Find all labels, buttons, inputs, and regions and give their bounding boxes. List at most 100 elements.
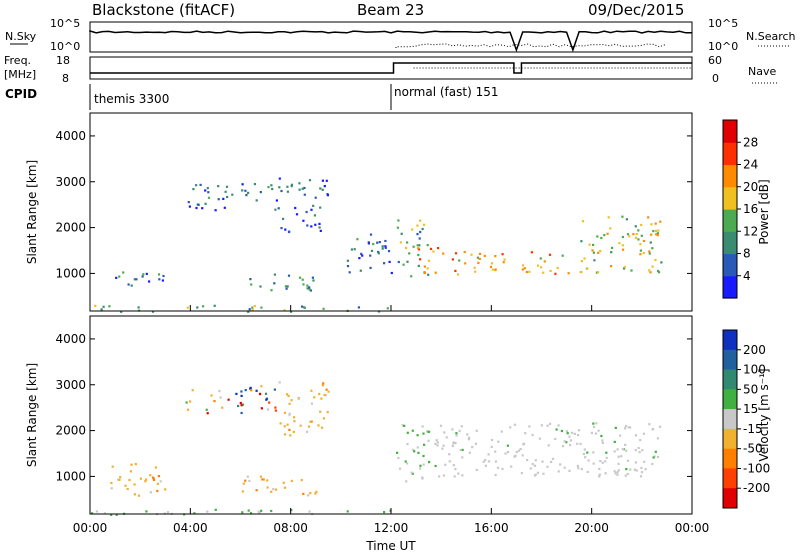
data-cell-5 bbox=[434, 442, 437, 445]
data-cell-3 bbox=[318, 222, 321, 225]
data-cell-5 bbox=[496, 466, 500, 469]
data-cell-0 bbox=[148, 280, 151, 283]
data-cell-5 bbox=[500, 430, 503, 433]
velocity-panel-frame bbox=[89, 315, 693, 515]
data-cell-1 bbox=[213, 400, 216, 403]
data-cell-5 bbox=[652, 456, 655, 459]
data-cell-5 bbox=[490, 438, 494, 442]
data-cell-5 bbox=[454, 468, 457, 471]
data-cell-1 bbox=[195, 184, 198, 187]
data-cell-9 bbox=[120, 310, 123, 313]
nsearch-label: N.Search bbox=[746, 30, 796, 43]
data-cell-0 bbox=[115, 276, 118, 279]
data-cell-6 bbox=[494, 255, 497, 258]
data-cell-5 bbox=[576, 434, 580, 437]
data-cell-3 bbox=[303, 186, 306, 190]
data-cell-5 bbox=[605, 451, 608, 454]
data-cell-0 bbox=[154, 466, 157, 469]
data-cell-3 bbox=[320, 397, 323, 400]
data-cell-1 bbox=[241, 189, 244, 192]
data-cell-5 bbox=[416, 224, 419, 227]
data-cell-7 bbox=[536, 264, 540, 267]
data-cell-5 bbox=[555, 428, 558, 431]
data-cell-7 bbox=[525, 270, 528, 274]
data-cell-2 bbox=[282, 481, 285, 484]
data-cell-4 bbox=[377, 250, 380, 254]
data-cell-0 bbox=[130, 463, 133, 466]
data-cell-5 bbox=[436, 444, 439, 447]
data-cell-1 bbox=[260, 385, 263, 388]
data-cell-3 bbox=[313, 396, 316, 399]
data-cell-8 bbox=[634, 225, 637, 228]
data-cell-6 bbox=[457, 273, 460, 276]
data-cell-8 bbox=[599, 249, 602, 253]
data-cell-5 bbox=[514, 454, 517, 457]
data-cell-5 bbox=[421, 227, 424, 231]
data-cell-9 bbox=[100, 308, 103, 311]
data-cell-8 bbox=[621, 235, 624, 239]
data-cell-6 bbox=[95, 510, 98, 513]
data-cell-4 bbox=[417, 451, 420, 454]
data-cell-8 bbox=[625, 218, 628, 221]
data-cell-0 bbox=[133, 278, 136, 281]
data-cell-6 bbox=[473, 266, 476, 269]
data-cell-6 bbox=[260, 509, 263, 512]
data-cell-5 bbox=[640, 471, 644, 474]
data-cell-9 bbox=[386, 307, 389, 310]
data-cell-4 bbox=[358, 257, 361, 260]
time-x-axis: 00:00 04:00 08:00 12:00 16:00 20:00 00:00 bbox=[73, 305, 709, 535]
data-cell-0 bbox=[137, 494, 141, 497]
data-cell-6 bbox=[501, 253, 504, 256]
data-cell-0 bbox=[130, 284, 133, 287]
data-cell-3 bbox=[282, 217, 285, 220]
colorbar-swatch bbox=[723, 330, 737, 351]
data-cell-3 bbox=[293, 420, 296, 423]
data-cell-5 bbox=[633, 468, 636, 471]
data-cell-1 bbox=[219, 396, 222, 399]
data-cell-3 bbox=[319, 206, 322, 209]
data-cell-9 bbox=[186, 306, 189, 309]
data-cell-2 bbox=[244, 479, 247, 482]
data-cell-4 bbox=[383, 262, 386, 265]
data-cell-4 bbox=[346, 259, 349, 262]
data-cell-6 bbox=[470, 253, 473, 256]
data-cell-0 bbox=[151, 476, 155, 479]
data-cell-0 bbox=[157, 475, 160, 478]
date-title: 09/Dec/2015 bbox=[588, 1, 684, 19]
data-cell-4 bbox=[360, 252, 363, 255]
data-cell-8 bbox=[603, 234, 606, 237]
data-cell-6 bbox=[247, 509, 250, 512]
data-cell-3 bbox=[310, 208, 313, 211]
data-cell-5 bbox=[418, 237, 421, 240]
data-cell-5 bbox=[405, 246, 408, 249]
data-cell-9 bbox=[108, 305, 111, 308]
data-cell-8 bbox=[609, 227, 612, 230]
data-cell-1 bbox=[188, 205, 191, 208]
data-cell-6 bbox=[442, 252, 445, 255]
data-cell-5 bbox=[541, 460, 544, 463]
data-cell-0 bbox=[128, 478, 131, 482]
data-cell-3 bbox=[323, 185, 326, 188]
data-cell-4 bbox=[406, 431, 409, 434]
data-cell-5 bbox=[563, 440, 566, 443]
colorbar-tick-label: 28 bbox=[743, 135, 758, 149]
data-cell-8 bbox=[652, 230, 655, 233]
data-cell-8 bbox=[581, 220, 585, 223]
data-cell-6 bbox=[346, 510, 349, 513]
data-cell-5 bbox=[412, 245, 415, 248]
data-cell-3 bbox=[289, 434, 292, 437]
data-cell-5 bbox=[416, 244, 419, 247]
data-cell-0 bbox=[118, 275, 121, 278]
data-cell-0 bbox=[145, 478, 148, 481]
data-cell-5 bbox=[471, 446, 474, 449]
data-cell-6 bbox=[476, 256, 479, 259]
data-cell-1 bbox=[267, 186, 270, 189]
data-cell-2 bbox=[242, 482, 245, 485]
data-cell-1 bbox=[201, 207, 204, 210]
data-cell-5 bbox=[639, 475, 643, 478]
data-cell-0 bbox=[152, 478, 156, 481]
data-cell-5 bbox=[444, 463, 447, 466]
data-cell-6 bbox=[478, 252, 482, 255]
data-cell-3 bbox=[322, 417, 325, 420]
data-cell-1 bbox=[260, 407, 263, 410]
